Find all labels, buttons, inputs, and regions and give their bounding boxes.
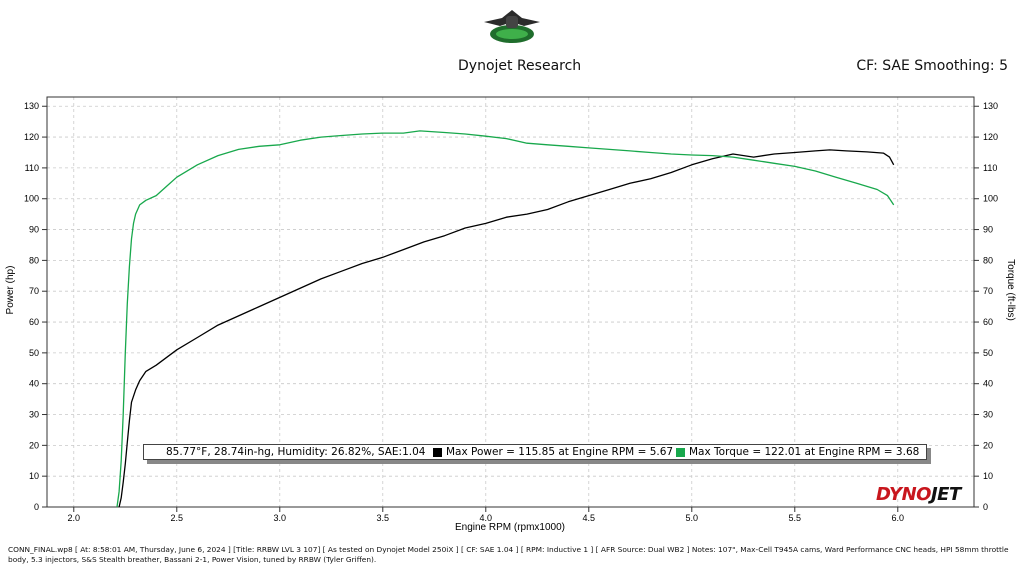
y-tick-label-right: 110 [983, 163, 997, 173]
y-tick-label-left: 130 [24, 101, 39, 111]
y-tick-label-left: 10 [29, 471, 39, 481]
y-tick-label-right: 0 [983, 502, 988, 512]
x-tick-label: 4.0 [480, 513, 493, 523]
y-tick-label-left: 90 [29, 225, 39, 235]
y-tick-label-right: 100 [983, 194, 998, 204]
conditions-text: 85.77°F, 28.74in-hg, Humidity: 26.82%, S… [166, 446, 426, 458]
data-curves [116, 130, 895, 508]
y-tick-label-left: 20 [29, 440, 39, 450]
y-tick-label-right: 80 [983, 255, 993, 265]
y-tick-label-right: 10 [983, 471, 993, 481]
y-tick-label-left: 100 [24, 194, 39, 204]
x-tick-label: 2.5 [171, 513, 184, 523]
y-tick-label-right: 120 [983, 132, 998, 142]
torque-curve [116, 130, 895, 508]
x-tick-label: 6.0 [892, 513, 905, 523]
y-tick-label-left: 40 [29, 379, 39, 389]
x-axis-label: Engine RPM (rpmx1000) [455, 522, 565, 533]
x-tick-label: 2.0 [68, 513, 81, 523]
y-tick-label-right: 30 [983, 410, 993, 420]
y-axis-label-right: Torque (ft-lbs) [1005, 259, 1016, 321]
y-tick-label-right: 20 [983, 440, 993, 450]
power-curve [118, 149, 895, 508]
y-tick-label-right: 60 [983, 317, 993, 327]
y-tick-label-left: 60 [29, 317, 39, 327]
y-axis-label-left: Power (hp) [5, 266, 16, 315]
x-tick-label: 4.5 [583, 513, 596, 523]
y-tick-label-left: 110 [25, 163, 39, 173]
max-torque-text: Max Torque = 122.01 at Engine RPM = 3.68 [689, 446, 920, 458]
y-tick-label-left: 30 [29, 410, 39, 420]
dynojet-logo [484, 10, 540, 43]
y-tick-label-right: 70 [983, 286, 993, 296]
dynojet-brand-mark: DYNOJET [876, 484, 961, 505]
y-tick-label-right: 130 [983, 101, 998, 111]
y-tick-label-left: 0 [34, 502, 39, 512]
x-tick-label: 3.0 [274, 513, 287, 523]
torque-swatch [676, 448, 685, 457]
x-tick-label: 5.5 [789, 513, 802, 523]
legend: 85.77°F, 28.74in-hg, Humidity: 26.82%, S… [143, 444, 927, 460]
y-tick-label-left: 70 [29, 286, 39, 296]
y-tick-label-left: 50 [29, 348, 39, 358]
y-tick-label-left: 80 [29, 255, 39, 265]
x-tick-label: 5.0 [686, 513, 699, 523]
y-tick-label-right: 40 [983, 379, 993, 389]
grid [47, 97, 974, 508]
y-tick-label-right: 90 [983, 225, 993, 235]
max-power-text: Max Power = 115.85 at Engine RPM = 5.67 [446, 446, 674, 458]
power-swatch [433, 448, 442, 457]
run-notes-footer: CONN_FINAL.wp8 [ At: 8:58:01 AM, Thursda… [8, 545, 1009, 564]
chart-title: Dynojet Research [458, 58, 582, 74]
y-tick-label-right: 50 [983, 348, 993, 358]
y-tick-label-left: 120 [24, 132, 39, 142]
plot-area [46, 96, 975, 508]
correction-factor-label: CF: SAE Smoothing: 5 [856, 58, 1008, 74]
x-tick-label: 3.5 [377, 513, 390, 523]
axis-ticks: 0 0 10 10 20 20 30 30 40 40 50 50 60 60 70 70 80 80 90 90 10… [24, 101, 998, 523]
